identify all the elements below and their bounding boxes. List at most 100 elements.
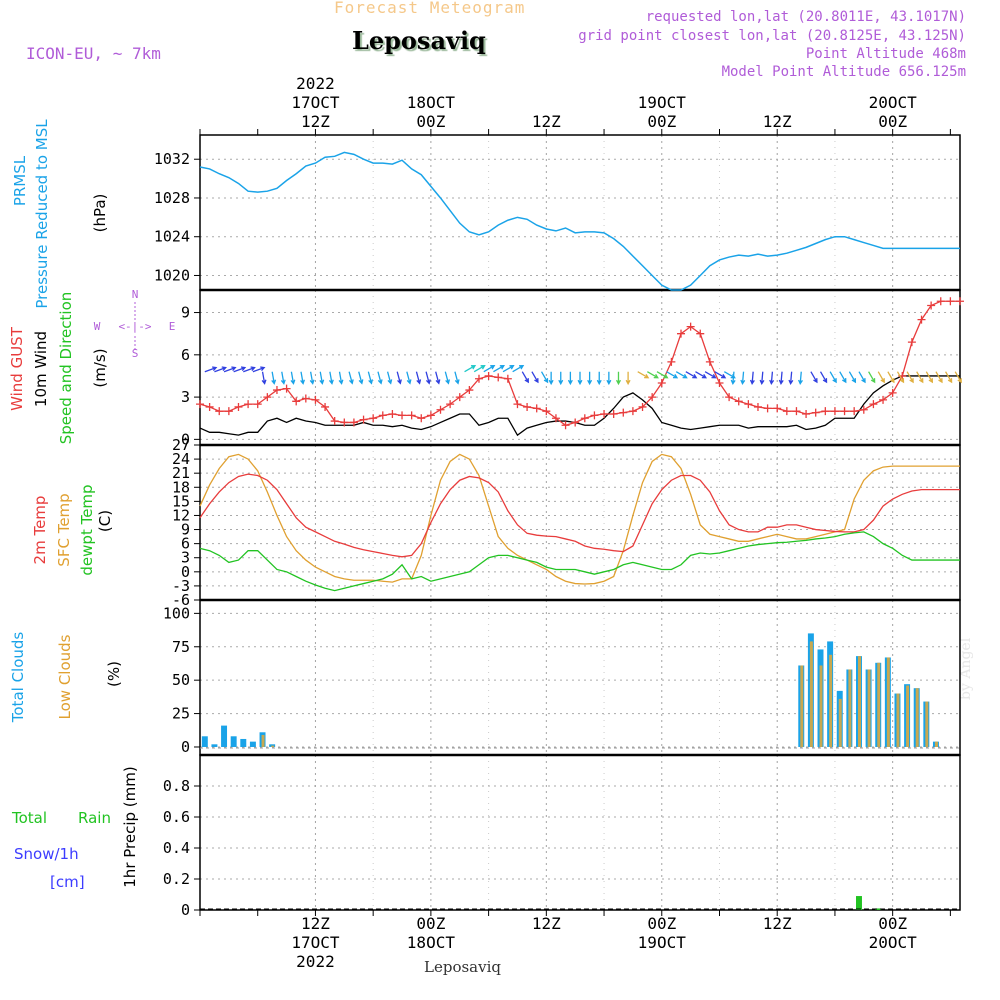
low-cloud-bar <box>934 741 938 747</box>
time-label-bottom: 19OCT <box>638 933 687 952</box>
precip-frame <box>199 754 961 911</box>
low-cloud-bar <box>829 654 833 747</box>
station-name: Leposaviq <box>352 26 486 55</box>
wind-direction-arrow <box>810 371 818 384</box>
wind-direction-arrow <box>233 366 247 373</box>
time-label-top: 00Z <box>647 112 676 131</box>
y-tick-label: 0.6 <box>163 808 190 826</box>
wind-direction-arrow <box>935 371 943 384</box>
low-cloud-bar <box>886 657 890 747</box>
model-label: ICON-EU, ~ 7km <box>26 44 161 63</box>
wind-direction-arrow <box>473 365 486 373</box>
wind-gust-marker <box>196 400 204 409</box>
time-label-top: 17OCT <box>291 93 340 112</box>
wind-direction-arrow <box>567 371 573 386</box>
y-tick-label: 0 <box>181 563 190 581</box>
y-tick-label: 3 <box>181 549 190 567</box>
wind-gust-marker <box>590 411 599 420</box>
y-tick-label: 0.2 <box>163 870 190 888</box>
wind-direction-arrow <box>906 371 914 384</box>
wind-direction-arrow <box>271 371 277 385</box>
wind-gust-marker <box>734 397 743 406</box>
wind-gust-marker <box>494 373 503 382</box>
wind-gust-marker <box>205 402 214 411</box>
time-label-top: 00Z <box>878 112 907 131</box>
wind-gust-marker <box>311 395 320 404</box>
total-cloud-bar <box>221 725 228 747</box>
wind-direction-arrow <box>858 371 866 384</box>
wind-direction-arrow <box>558 371 564 386</box>
y-tick-label: 1032 <box>154 150 190 168</box>
wind-direction-arrow <box>877 371 885 384</box>
time-label-bottom: 12Z <box>301 914 330 933</box>
wind-direction-arrow <box>829 371 837 384</box>
wind-direction-arrow <box>916 371 924 384</box>
wind-direction-arrow <box>945 371 953 384</box>
wind-gust-marker <box>648 393 657 402</box>
total-cloud-bar <box>249 741 256 747</box>
y-tick-label: 1020 <box>154 266 190 284</box>
wind-gust-marker <box>455 393 464 402</box>
time-label-bottom: 12Z <box>763 914 792 933</box>
wind-direction-arrow <box>666 371 679 379</box>
low-cloud-bar <box>925 701 929 747</box>
total-cloud-bar <box>211 744 218 747</box>
time-label-top: 18OCT <box>407 93 456 112</box>
low-cloud-bar <box>848 669 852 747</box>
wind-direction-arrow <box>647 371 659 379</box>
wind-gust-marker <box>946 297 955 306</box>
wind-gust-marker <box>811 408 820 417</box>
low-cloud-bar <box>906 685 910 747</box>
wind-direction-arrow <box>548 371 554 386</box>
low-cloud-bar <box>896 693 900 747</box>
wind-direction-arrow <box>704 371 717 379</box>
wind-direction-arrow <box>788 371 794 386</box>
wind-gust-marker <box>725 393 734 402</box>
wind-gust-marker <box>282 384 291 393</box>
wind-direction-arrow <box>214 366 227 373</box>
wind-gust-marker <box>773 404 782 413</box>
footer-location: Leposaviq <box>424 958 501 976</box>
wind-direction-arrow <box>328 371 334 385</box>
low-cloud-bar <box>858 656 861 747</box>
low-cloud-bar <box>838 698 842 747</box>
wind-gust-marker <box>802 410 811 418</box>
precip-legend-total: Total <box>12 809 48 827</box>
wind-direction-arrow <box>637 371 650 379</box>
wind-direction-arrow <box>675 371 688 379</box>
wind-direction-arrow <box>749 371 755 386</box>
wind-direction-arrow <box>406 371 412 385</box>
wind-direction-arrow <box>540 371 549 384</box>
y-tick-label: 1024 <box>154 228 190 246</box>
wind-gust-marker <box>224 407 233 416</box>
wind-gust-marker <box>744 400 753 409</box>
wind-gust-marker <box>369 414 378 423</box>
y-tick-label: 100 <box>163 604 190 622</box>
low-cloud-bar <box>800 665 804 747</box>
wind-gust-marker <box>272 386 281 395</box>
wind-direction-arrow <box>243 366 256 373</box>
wind-direction-arrow <box>483 365 496 373</box>
wind-gust-marker <box>600 410 609 418</box>
time-label-top: 12Z <box>532 112 561 131</box>
wind-gust-marker <box>917 315 926 324</box>
wind-direction-arrow <box>493 365 505 373</box>
total-cloud-bar <box>201 736 208 747</box>
wind-gust-marker <box>542 407 551 416</box>
wind-gust-marker <box>696 329 705 338</box>
wind-direction-arrow <box>309 371 315 385</box>
wind-direction-arrow <box>223 366 237 373</box>
y-tick-label: 1028 <box>154 189 190 207</box>
rain-bar <box>875 908 882 910</box>
wind-gust-marker <box>292 397 301 406</box>
wind-direction-arrow <box>759 371 765 386</box>
time-label-bottom: 00Z <box>878 914 907 933</box>
time-label-bottom: 00Z <box>416 914 445 933</box>
wind-direction-arrow <box>685 371 698 379</box>
wind-direction-arrow <box>695 371 708 379</box>
wind-gust-marker <box>244 400 253 409</box>
wind-direction-arrow <box>625 371 631 386</box>
total-cloud-bar <box>230 736 237 747</box>
wind-direction-arrow <box>819 371 828 384</box>
